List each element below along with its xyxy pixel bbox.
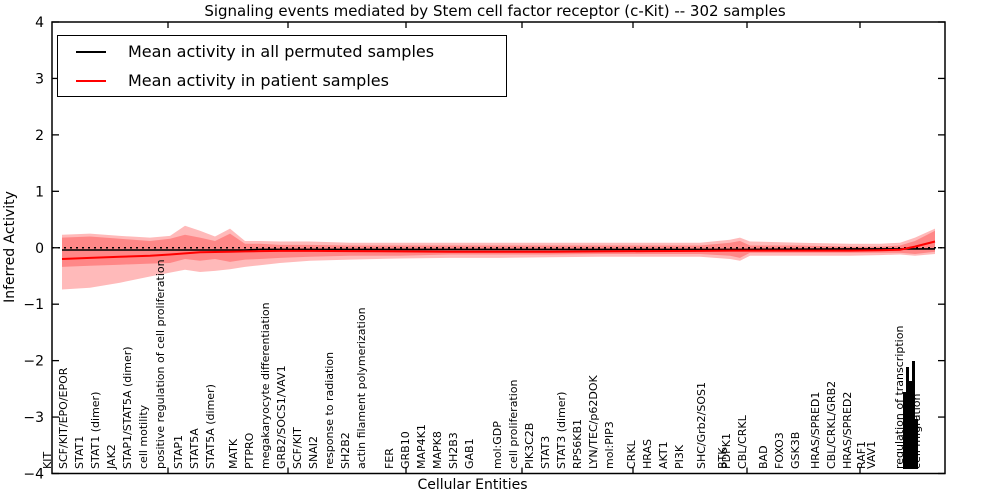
x-category-label: CRKL xyxy=(625,440,638,469)
patient-line-swatch xyxy=(76,79,106,82)
x-category-label: cell migration xyxy=(910,393,923,469)
x-category-label: HRAS/SPRED2 xyxy=(841,391,854,469)
x-category-label: STAP1 xyxy=(172,434,185,469)
x-category-label: MATK xyxy=(227,438,240,469)
x-category-label: PI3K xyxy=(673,444,686,469)
x-axis-label: Cellular Entities xyxy=(417,477,528,493)
x-category-label: FOXO3 xyxy=(773,432,786,469)
confidence-band-1 xyxy=(62,230,935,290)
permuted-line-swatch xyxy=(76,50,106,53)
x-category-label: FER xyxy=(383,448,396,469)
y-tick-label: 3 xyxy=(35,71,44,87)
legend: Mean activity in all permuted samples Me… xyxy=(57,35,507,97)
x-category-label: STAT1 xyxy=(73,435,86,469)
x-category-label: LYN/TEC/p62DOK xyxy=(587,375,600,469)
x-category-label: HRAS/SPRED1 xyxy=(809,391,822,469)
x-category-label: mol:PIP3 xyxy=(603,421,616,469)
y-tick-label: 1 xyxy=(35,184,44,200)
x-category-label: actin filament polymerization xyxy=(355,307,368,469)
y-tick-label: 2 xyxy=(35,128,44,144)
x-category-label: positive regulation of cell proliferatio… xyxy=(154,259,167,469)
x-category-label: PDPK1 xyxy=(720,433,733,469)
x-category-label: mol:GDP xyxy=(491,421,504,469)
series-line-0 xyxy=(62,248,935,251)
x-category-label: STAT1 (dimer) xyxy=(89,391,102,469)
chart-title: Signaling events mediated by Stem cell f… xyxy=(204,2,786,20)
x-category-label: STAT5A (dimer) xyxy=(204,384,217,469)
x-category-label: GSK3B xyxy=(789,431,802,469)
x-category-label: AKT1 xyxy=(657,441,670,469)
x-category-label: STAT5A xyxy=(188,428,201,469)
x-category-label: PTPRO xyxy=(243,432,256,469)
series-line-1 xyxy=(61,240,936,260)
x-category-label: GRB2/SOCS1/VAV1 xyxy=(275,365,288,469)
y-tick-label: 0 xyxy=(35,241,44,257)
x-category-label: regulation of transcription xyxy=(893,325,906,469)
x-category-label: MAP4K1 xyxy=(415,424,428,469)
x-category-label: SCF/KIT/EPO/EPOR xyxy=(57,367,70,469)
x-category-label: SNAI2 xyxy=(307,436,320,469)
x-category-label: SHC/Grb2/SOS1 xyxy=(695,382,708,469)
x-category-label: CBL/CRKL/GRB2 xyxy=(825,380,838,469)
x-category-label: KIT xyxy=(41,451,54,469)
legend-entry-patient: Mean activity in patient samples xyxy=(58,67,506,95)
x-category-label: cell motility xyxy=(137,404,150,469)
legend-label-patient: Mean activity in patient samples xyxy=(128,71,389,90)
x-category-label: SH2B3 xyxy=(447,432,460,469)
x-category-label: response to radiation xyxy=(323,351,336,469)
y-tick-label: −4 xyxy=(23,467,44,483)
x-category-label: GAB1 xyxy=(463,438,476,469)
x-category-label: PIK3C2B xyxy=(523,422,536,469)
x-category-label: STAP1/STAT5A (dimer) xyxy=(121,346,134,469)
x-category-label: VAV1 xyxy=(865,440,878,469)
x-category-label: SH2B2 xyxy=(339,432,352,469)
x-category-label: megakaryocyte differentiation xyxy=(259,302,272,469)
x-category-label: MAPK8 xyxy=(431,431,444,469)
x-category-label: CBL/CRKL xyxy=(736,415,749,469)
legend-label-permuted: Mean activity in all permuted samples xyxy=(128,42,435,61)
y-tick-label: −3 xyxy=(23,410,44,426)
legend-entry-permuted: Mean activity in all permuted samples xyxy=(58,38,506,66)
x-category-label: RPS6KB1 xyxy=(571,418,584,469)
x-category-label: STAT3 xyxy=(539,435,552,469)
x-category-label: cell proliferation xyxy=(507,379,520,469)
x-category-label: BAD xyxy=(757,445,770,469)
x-category-label: STAT3 (dimer) xyxy=(555,391,568,469)
x-category-label: SCF/KIT xyxy=(291,427,304,469)
y-tick-label: 4 xyxy=(35,15,44,31)
x-category-label: HRAS xyxy=(641,439,654,469)
y-tick-label: −2 xyxy=(23,354,44,370)
overlapping-labels-blob xyxy=(903,361,918,469)
x-category-label: GRB10 xyxy=(399,431,412,469)
y-tick-label: −1 xyxy=(23,297,44,313)
confidence-band-0 xyxy=(62,225,935,267)
x-category-label: JAK2 xyxy=(105,444,118,469)
